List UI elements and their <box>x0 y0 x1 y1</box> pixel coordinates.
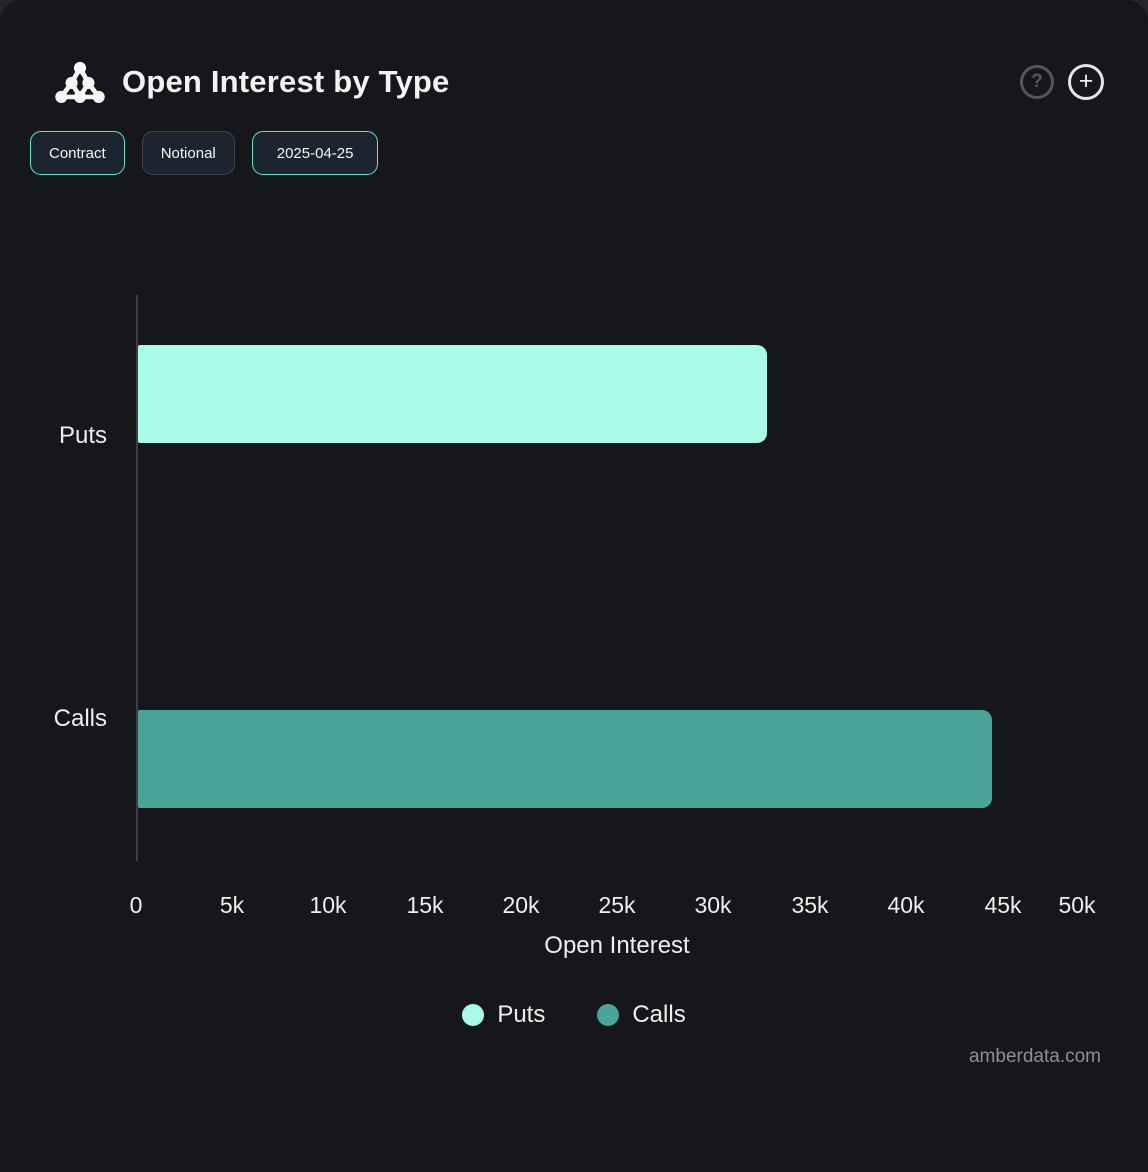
x-tick-15k: 15k <box>406 892 444 918</box>
x-tick-20k: 20k <box>502 892 540 918</box>
y-axis-line <box>136 295 138 861</box>
category-label-puts: Puts <box>58 422 107 449</box>
x-tick-0: 0 <box>129 892 143 918</box>
date-filter-button[interactable]: 2025-04-25 <box>251 131 379 175</box>
calls-swatch-icon <box>597 1004 620 1026</box>
amberdata-watermark: amberdata.com <box>968 1046 1101 1067</box>
filter-controls: Contract Notional 2025-04-25 <box>30 131 379 175</box>
category-label-calls: Calls <box>53 705 107 732</box>
x-tick-10k: 10k <box>309 892 347 918</box>
header-actions: ? + <box>1020 64 1104 100</box>
panel-header: Open Interest by Type ? + <box>52 58 1104 106</box>
bar-calls[interactable] <box>138 710 992 808</box>
legend-item-puts[interactable]: Puts <box>462 1001 545 1029</box>
legend-label-puts: Puts <box>497 1001 546 1028</box>
add-button[interactable]: + <box>1068 64 1104 100</box>
contract-toggle-button[interactable]: Contract <box>30 131 125 175</box>
chart-legend: Puts Calls <box>0 1001 1148 1029</box>
notional-toggle-button[interactable]: Notional <box>141 131 235 175</box>
help-button[interactable]: ? <box>1020 65 1054 99</box>
puts-swatch-icon <box>462 1004 485 1026</box>
page-title: Open Interest by Type <box>122 64 450 99</box>
x-tick-45k: 45k <box>984 892 1022 918</box>
x-tick-30k: 30k <box>694 892 732 918</box>
x-tick-35k: 35k <box>791 892 829 918</box>
x-tick-25k: 25k <box>598 892 636 918</box>
amberdata-cluster-icon <box>55 61 105 103</box>
x-tick-40k: 40k <box>887 892 925 918</box>
x-tick-5k: 5k <box>219 892 245 918</box>
x-tick-50k: 50k <box>1058 892 1096 918</box>
x-axis-title: Open Interest <box>544 932 690 959</box>
bar-puts[interactable] <box>138 345 767 443</box>
help-icon: ? <box>1031 71 1043 92</box>
legend-label-calls: Calls <box>632 1001 686 1028</box>
plus-icon: + <box>1078 66 1094 95</box>
legend-item-calls[interactable]: Calls <box>597 1001 686 1029</box>
